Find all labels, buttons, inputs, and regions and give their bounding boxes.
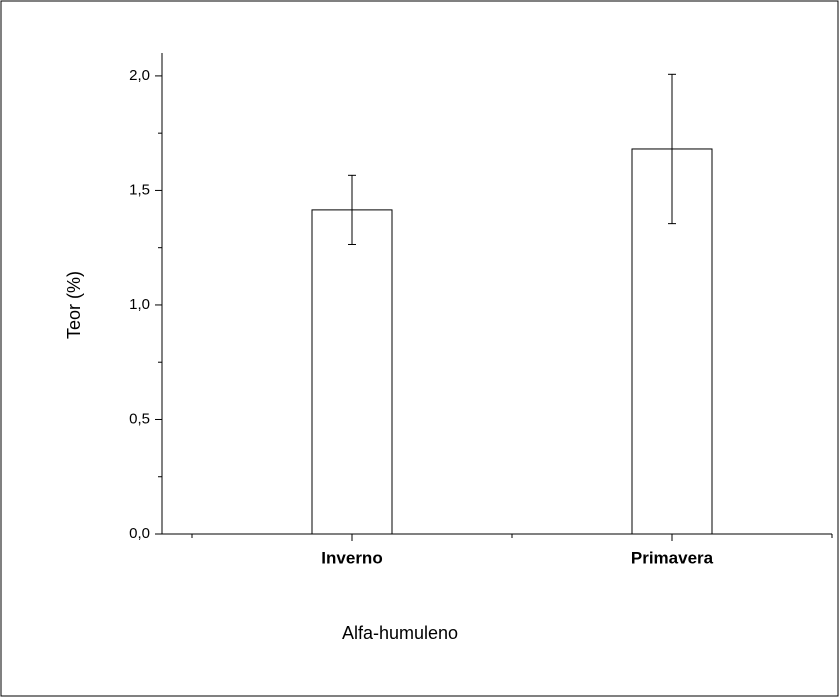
x-tick-label: Primavera <box>631 548 714 567</box>
error-bar <box>348 174 356 245</box>
x-tick-label: Inverno <box>321 548 382 567</box>
y-tick-label: 0,5 <box>129 410 150 427</box>
y-tick-label: 1,0 <box>129 296 150 313</box>
y-tick-label: 2,0 <box>129 67 150 84</box>
error-bar <box>668 73 676 225</box>
y-axis-label: Teor (%) <box>64 271 84 339</box>
y-tick-label: 0,0 <box>129 525 150 542</box>
y-tick-label: 1,5 <box>129 181 150 198</box>
x-axis-label: Alfa-humuleno <box>342 623 458 643</box>
bar <box>311 209 393 535</box>
